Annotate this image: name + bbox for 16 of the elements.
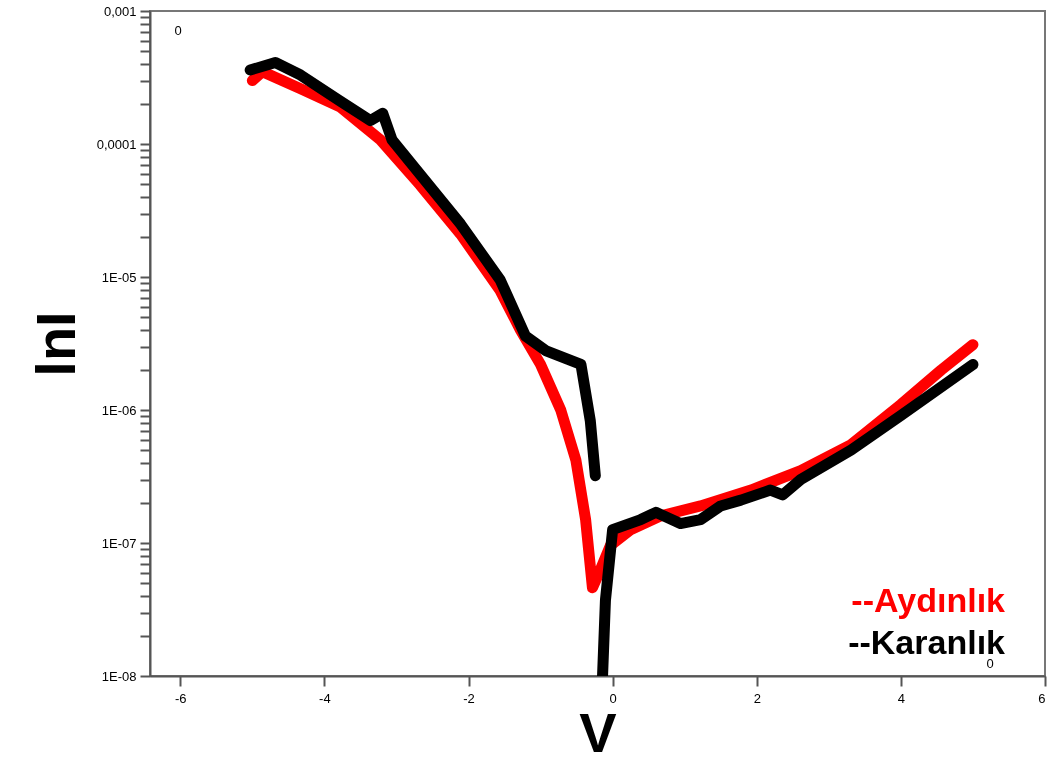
x-tick-label: 2 (753, 690, 761, 706)
text: --Aydınlık (851, 581, 1006, 619)
y-tick-label: 0,001 (103, 3, 137, 19)
x-tick-label: 6 (1038, 690, 1046, 706)
y-tick-label: 1E-06 (101, 402, 137, 418)
x-tick-label: 4 (897, 690, 905, 706)
y-tick-label: 1E-07 (101, 535, 137, 551)
y-tick-label: 1E-05 (101, 269, 137, 285)
y-tick-label: 0,0001 (96, 136, 137, 152)
x-tick-label: -2 (463, 690, 475, 706)
annotation: 0 (986, 656, 994, 671)
x-tick-label: -4 (319, 690, 331, 706)
x-tick-label: -6 (174, 690, 187, 706)
annotation: 0 (174, 23, 182, 38)
y-axis-title: lnI (23, 311, 87, 377)
y-tick-label: 1E-08 (101, 668, 137, 684)
